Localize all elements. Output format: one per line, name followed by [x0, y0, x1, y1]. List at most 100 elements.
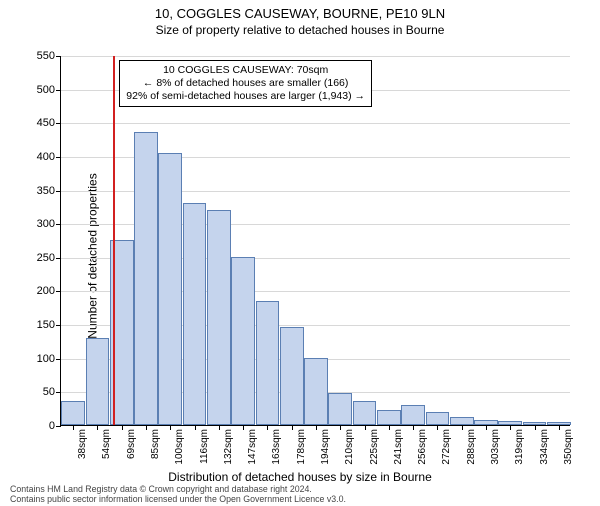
ytick-mark	[56, 426, 61, 427]
ytick-label: 350	[37, 185, 55, 197]
xtick-label: 319sqm	[514, 429, 525, 465]
chart-title: 10, COGGLES CAUSEWAY, BOURNE, PE10 9LN	[0, 6, 600, 21]
chart-subtitle: Size of property relative to detached ho…	[0, 23, 600, 37]
annotation-line: 92% of semi-detached houses are larger (…	[126, 90, 365, 103]
xtick-label: 147sqm	[247, 429, 258, 465]
ytick-mark	[56, 291, 61, 292]
bar	[61, 401, 85, 425]
bar	[86, 338, 110, 425]
xtick-mark	[267, 425, 268, 430]
ytick-mark	[56, 123, 61, 124]
ytick-mark	[56, 224, 61, 225]
xtick-mark	[413, 425, 414, 430]
x-axis-label: Distribution of detached houses by size …	[168, 470, 432, 484]
xtick-label: 334sqm	[539, 429, 550, 465]
xtick-label: 116sqm	[199, 429, 210, 464]
ytick-mark	[56, 56, 61, 57]
xtick-mark	[219, 425, 220, 430]
ytick-mark	[56, 157, 61, 158]
gridline	[61, 123, 570, 124]
xtick-label: 132sqm	[223, 429, 234, 465]
annotation-box: 10 COGGLES CAUSEWAY: 70sqm← 8% of detach…	[119, 60, 372, 107]
xtick-label: 178sqm	[296, 429, 307, 465]
xtick-mark	[243, 425, 244, 430]
bar	[474, 420, 498, 425]
ytick-label: 450	[37, 117, 55, 129]
ytick-mark	[56, 392, 61, 393]
bar	[304, 358, 328, 425]
xtick-mark	[292, 425, 293, 430]
xtick-label: 85sqm	[150, 429, 161, 459]
ytick-label: 0	[49, 420, 55, 432]
ytick-label: 100	[37, 353, 55, 365]
bar	[158, 153, 182, 425]
bar	[377, 410, 401, 425]
bar	[134, 132, 158, 425]
xtick-label: 225sqm	[369, 429, 380, 465]
ytick-label: 500	[37, 84, 55, 96]
bar	[280, 327, 304, 425]
xtick-label: 54sqm	[101, 429, 112, 459]
xtick-label: 256sqm	[417, 429, 428, 465]
xtick-label: 163sqm	[271, 429, 282, 465]
bar	[498, 421, 522, 425]
ytick-label: 250	[37, 252, 55, 264]
xtick-mark	[389, 425, 390, 430]
xtick-label: 303sqm	[490, 429, 501, 465]
xtick-mark	[195, 425, 196, 430]
xtick-mark	[146, 425, 147, 430]
xtick-label: 100sqm	[174, 429, 185, 465]
xtick-label: 288sqm	[466, 429, 477, 465]
xtick-label: 38sqm	[77, 429, 88, 459]
bar	[547, 422, 571, 425]
ytick-mark	[56, 90, 61, 91]
annotation-line: ← 8% of detached houses are smaller (166…	[126, 77, 365, 90]
annotation-line: 10 COGGLES CAUSEWAY: 70sqm	[126, 64, 365, 77]
bar	[353, 401, 377, 425]
bar	[523, 422, 547, 425]
ytick-label: 150	[37, 319, 55, 331]
xtick-mark	[73, 425, 74, 430]
bar	[183, 203, 207, 425]
xtick-mark	[365, 425, 366, 430]
footer-line-1: Contains HM Land Registry data © Crown c…	[10, 484, 346, 494]
reference-line	[113, 56, 115, 425]
bar	[207, 210, 231, 425]
xtick-mark	[437, 425, 438, 430]
xtick-label: 350sqm	[563, 429, 574, 465]
ytick-mark	[56, 359, 61, 360]
xtick-label: 194sqm	[320, 429, 331, 465]
bar	[256, 301, 280, 425]
ytick-label: 300	[37, 218, 55, 230]
bar	[401, 405, 425, 425]
gridline	[61, 56, 570, 57]
footer-line-2: Contains public sector information licen…	[10, 494, 346, 504]
ytick-mark	[56, 325, 61, 326]
ytick-label: 400	[37, 151, 55, 163]
xtick-label: 69sqm	[126, 429, 137, 459]
footer-attribution: Contains HM Land Registry data © Crown c…	[10, 484, 346, 504]
bar	[328, 393, 352, 425]
xtick-label: 241sqm	[393, 429, 404, 465]
xtick-mark	[97, 425, 98, 430]
plot-region: 05010015020025030035040045050055038sqm54…	[60, 56, 570, 426]
ytick-mark	[56, 191, 61, 192]
xtick-mark	[316, 425, 317, 430]
ytick-label: 200	[37, 285, 55, 297]
bar	[426, 412, 450, 425]
xtick-mark	[170, 425, 171, 430]
xtick-mark	[340, 425, 341, 430]
xtick-mark	[559, 425, 560, 430]
xtick-mark	[462, 425, 463, 430]
xtick-label: 272sqm	[441, 429, 452, 465]
bar	[231, 257, 255, 425]
chart-area: 05010015020025030035040045050055038sqm54…	[60, 56, 570, 426]
bar	[450, 417, 474, 425]
xtick-mark	[535, 425, 536, 430]
xtick-mark	[486, 425, 487, 430]
ytick-mark	[56, 258, 61, 259]
ytick-label: 550	[37, 50, 55, 62]
ytick-label: 50	[43, 386, 55, 398]
xtick-mark	[510, 425, 511, 430]
xtick-mark	[122, 425, 123, 430]
